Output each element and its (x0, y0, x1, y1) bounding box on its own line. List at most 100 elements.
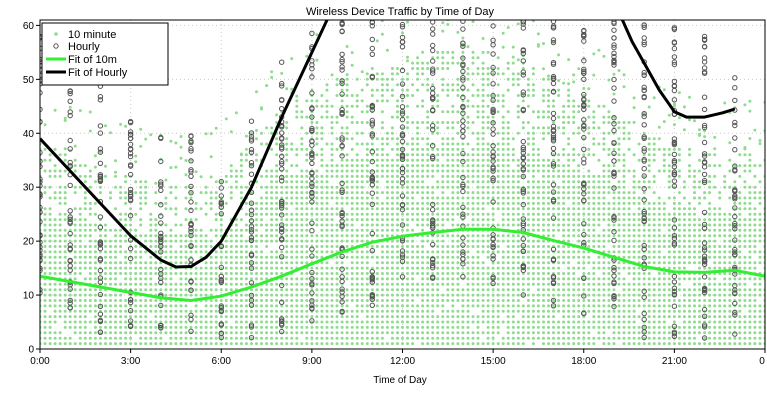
ten-minute-point (386, 170, 389, 173)
ten-minute-point (416, 315, 419, 318)
ten-minute-point (164, 240, 167, 243)
ten-minute-point (602, 283, 605, 286)
ten-minute-point (280, 250, 283, 253)
ten-minute-point (542, 321, 545, 324)
ten-minute-point (230, 299, 233, 302)
ten-minute-point (351, 256, 354, 259)
ten-minute-point (688, 224, 691, 227)
ten-minute-point (185, 261, 188, 264)
ten-minute-point (607, 299, 610, 302)
ten-minute-point (653, 250, 656, 253)
ten-minute-point (164, 288, 167, 291)
ten-minute-point (431, 331, 434, 334)
ten-minute-point (688, 256, 691, 259)
ten-minute-point (683, 331, 686, 334)
ten-minute-point (169, 240, 172, 243)
ten-minute-point (94, 337, 97, 340)
ten-minute-point (527, 191, 530, 194)
ten-minute-point (532, 207, 535, 210)
ten-minute-point (295, 277, 298, 280)
ten-minute-point (341, 99, 344, 102)
ten-minute-point (366, 337, 369, 340)
ten-minute-point (456, 31, 459, 34)
ten-minute-point (542, 240, 545, 243)
ten-minute-point (572, 304, 575, 307)
ten-minute-point (542, 180, 545, 183)
ten-minute-point (315, 250, 318, 253)
ten-minute-point (49, 224, 52, 227)
ten-minute-point (517, 304, 520, 307)
ten-minute-point (356, 191, 359, 194)
ten-minute-point (381, 164, 384, 167)
ten-minute-point (351, 186, 354, 189)
ten-minute-point (436, 170, 439, 173)
ten-minute-point (361, 121, 364, 124)
ten-minute-point (577, 256, 580, 259)
ten-minute-point (361, 337, 364, 340)
ten-minute-point (260, 294, 263, 297)
ten-minute-point (653, 159, 656, 162)
ten-minute-point (537, 180, 540, 183)
ten-minute-point (441, 137, 444, 140)
ten-minute-point (74, 240, 77, 243)
ten-minute-point (235, 175, 238, 178)
ten-minute-point (295, 245, 298, 248)
ten-minute-point (320, 153, 323, 156)
ten-minute-point (602, 277, 605, 280)
ten-minute-point (527, 326, 530, 329)
ten-minute-point (587, 132, 590, 135)
ten-minute-point (361, 159, 364, 162)
ten-minute-point (517, 240, 520, 243)
ten-minute-point (139, 128, 142, 131)
ten-minute-point (451, 337, 454, 340)
ten-minute-point (139, 315, 142, 318)
ten-minute-point (315, 153, 318, 156)
ten-minute-point (89, 240, 92, 243)
ten-minute-point (436, 250, 439, 253)
ten-minute-point (693, 315, 696, 318)
ten-minute-point (683, 342, 686, 345)
ten-minute-point (94, 245, 97, 248)
ten-minute-point (391, 72, 394, 75)
ten-minute-point (416, 164, 419, 167)
ten-minute-point (320, 229, 323, 232)
ten-minute-point (200, 234, 203, 237)
ten-minute-point (713, 153, 716, 156)
ten-minute-point (225, 240, 228, 243)
ten-minute-point (44, 191, 47, 194)
ten-minute-point (265, 143, 268, 146)
ten-minute-point (698, 250, 701, 253)
ten-minute-point (653, 213, 656, 216)
ten-minute-point (361, 326, 364, 329)
ten-minute-point (391, 170, 394, 173)
ten-minute-point (411, 299, 414, 302)
ten-minute-point (683, 218, 686, 221)
ten-minute-point (54, 229, 57, 232)
ten-minute-point (477, 116, 480, 119)
ten-minute-point (688, 175, 691, 178)
ten-minute-point (421, 337, 424, 340)
ten-minute-point (542, 337, 545, 340)
ten-minute-point (602, 197, 605, 200)
ten-minute-point (315, 321, 318, 324)
ten-minute-point (497, 272, 500, 275)
ten-minute-point (482, 62, 485, 65)
ten-minute-point (235, 342, 238, 345)
ten-minute-point (164, 277, 167, 280)
ten-minute-point (114, 186, 117, 189)
ten-minute-point (245, 277, 248, 280)
ten-minute-point (592, 52, 595, 55)
ten-minute-point (260, 218, 263, 221)
ten-minute-point (436, 288, 439, 291)
ten-minute-point (678, 315, 681, 318)
ten-minute-point (582, 326, 585, 329)
ten-minute-point (315, 180, 318, 183)
ten-minute-point (326, 342, 329, 345)
ten-minute-point (512, 310, 515, 313)
ten-minute-point (618, 143, 621, 146)
ten-minute-point (346, 94, 349, 97)
ten-minute-point (336, 137, 339, 140)
ten-minute-point (678, 304, 681, 307)
ten-minute-point (577, 213, 580, 216)
ten-minute-point (144, 191, 147, 194)
